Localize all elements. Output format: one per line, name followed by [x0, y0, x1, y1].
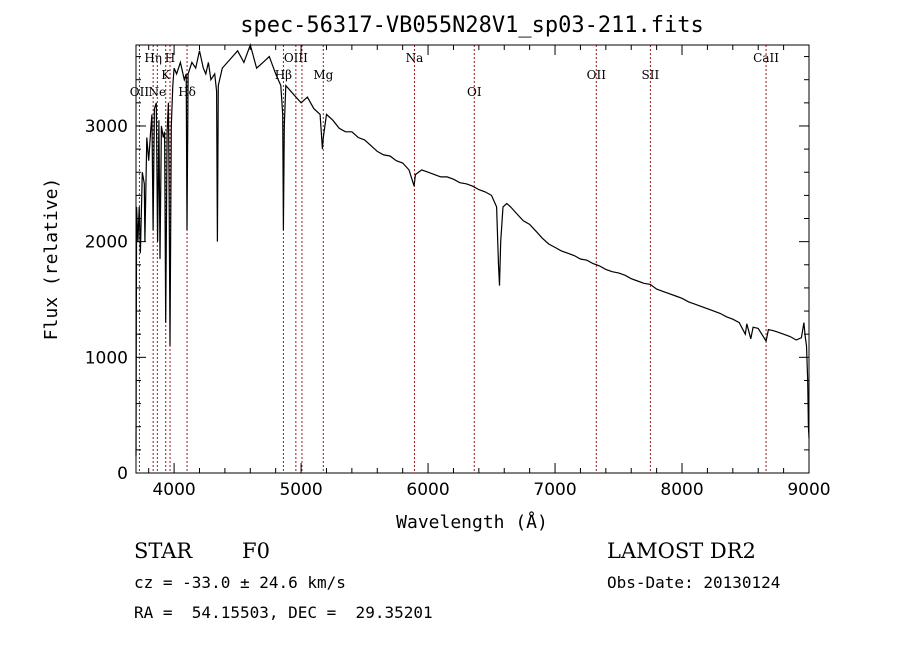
line-marker-label: Hη	[144, 51, 162, 65]
chart-title: spec-56317-VB055N28V1_sp03-211.fits	[240, 13, 704, 38]
line-marker-label: SII	[642, 68, 660, 82]
line-marker-label: Hδ	[178, 85, 196, 99]
line-marker-label: CaII	[753, 51, 779, 65]
line-marker-label: OII	[130, 85, 150, 99]
plot-frame	[135, 44, 810, 474]
x-tick-label: 8000	[660, 480, 703, 500]
y-tick-label: 2000	[85, 233, 128, 253]
line-marker-label: OII	[587, 68, 607, 82]
line-marker-label: Mg	[313, 68, 333, 82]
y-tick-label: 1000	[85, 348, 128, 368]
axis-ticks: 4000 5000 6000 7000 8000 9000 0 1000 2000 3000	[85, 45, 831, 500]
spectrum-line	[135, 43, 810, 456]
y-axis-label: Flux (relative)	[41, 178, 62, 341]
y-tick-label: 0	[117, 464, 128, 484]
x-tick-label: 5000	[279, 480, 322, 500]
line-marker-label: OI	[467, 85, 482, 99]
x-tick-label: 6000	[406, 480, 449, 500]
line-marker-label: Hβ	[275, 68, 292, 82]
x-tick-label: 4000	[152, 480, 195, 500]
line-marker-label: Ne	[149, 85, 167, 99]
line-marker-label: K	[161, 68, 171, 82]
line-marker-label: H	[165, 51, 175, 65]
line-markers: OII Hη Ne KH Hδ Hβ OIII Mg Na OI OII SII CaII	[130, 45, 779, 473]
y-tick-label: 3000	[85, 117, 128, 137]
x-tick-label: 9000	[787, 480, 830, 500]
line-marker-label: Na	[406, 51, 424, 65]
x-axis-label: Wavelength (Å)	[396, 511, 548, 533]
x-tick-label: 7000	[533, 480, 576, 500]
line-marker-label: OIII	[284, 51, 308, 65]
